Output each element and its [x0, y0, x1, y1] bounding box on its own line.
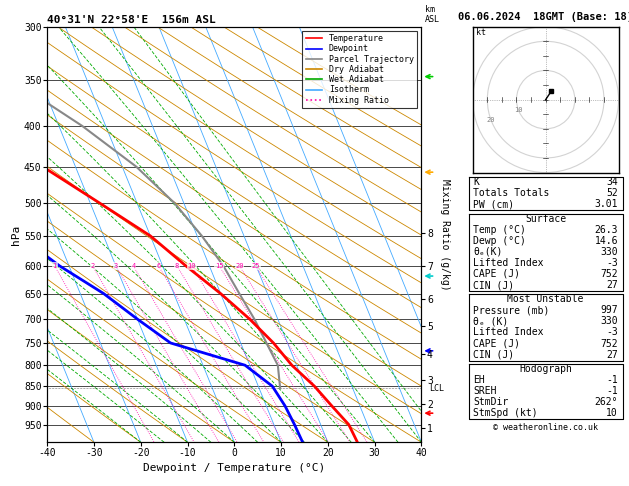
Text: -3: -3 [606, 258, 618, 268]
Text: 6: 6 [157, 263, 160, 269]
Text: CAPE (J): CAPE (J) [473, 339, 520, 348]
Y-axis label: Mixing Ratio (g/kg): Mixing Ratio (g/kg) [440, 179, 450, 290]
Text: 27: 27 [606, 280, 618, 290]
Text: 752: 752 [601, 269, 618, 279]
Text: -1: -1 [606, 375, 618, 385]
Text: Most Unstable: Most Unstable [508, 295, 584, 304]
Text: 997: 997 [601, 305, 618, 315]
Text: 20: 20 [235, 263, 244, 269]
Text: 262°: 262° [594, 397, 618, 407]
Text: LCL: LCL [429, 383, 444, 393]
Text: 25: 25 [252, 263, 260, 269]
Text: SREH: SREH [473, 386, 497, 396]
Legend: Temperature, Dewpoint, Parcel Trajectory, Dry Adiabat, Wet Adiabat, Isotherm, Mi: Temperature, Dewpoint, Parcel Trajectory… [303, 31, 417, 108]
Text: 26.3: 26.3 [594, 225, 618, 235]
Text: 27: 27 [606, 349, 618, 360]
Text: PW (cm): PW (cm) [473, 199, 515, 209]
Text: K: K [473, 177, 479, 188]
Text: θₑ(K): θₑ(K) [473, 247, 503, 257]
Text: Lifted Index: Lifted Index [473, 258, 543, 268]
Text: CIN (J): CIN (J) [473, 349, 515, 360]
Text: 1: 1 [53, 263, 57, 269]
Text: 10: 10 [514, 106, 523, 113]
Text: 330: 330 [601, 247, 618, 257]
Text: StmSpd (kt): StmSpd (kt) [473, 408, 538, 418]
Text: 4: 4 [131, 263, 135, 269]
Text: 752: 752 [601, 339, 618, 348]
Text: 52: 52 [606, 189, 618, 198]
Text: © weatheronline.co.uk: © weatheronline.co.uk [493, 423, 598, 433]
Text: θₑ (K): θₑ (K) [473, 316, 508, 327]
Text: 2: 2 [91, 263, 95, 269]
Text: Totals Totals: Totals Totals [473, 189, 550, 198]
Text: Temp (°C): Temp (°C) [473, 225, 526, 235]
Text: -3: -3 [606, 328, 618, 337]
X-axis label: Dewpoint / Temperature (°C): Dewpoint / Temperature (°C) [143, 463, 325, 473]
Text: Surface: Surface [525, 214, 566, 224]
Text: 330: 330 [601, 316, 618, 327]
Text: 14.6: 14.6 [594, 236, 618, 246]
Text: StmDir: StmDir [473, 397, 508, 407]
Text: 20: 20 [487, 117, 495, 122]
Text: kt: kt [476, 29, 486, 37]
Text: 8: 8 [175, 263, 179, 269]
Y-axis label: hPa: hPa [11, 225, 21, 244]
Text: 06.06.2024  18GMT (Base: 18): 06.06.2024 18GMT (Base: 18) [458, 12, 629, 22]
Text: Lifted Index: Lifted Index [473, 328, 543, 337]
Text: Pressure (mb): Pressure (mb) [473, 305, 550, 315]
Text: 34: 34 [606, 177, 618, 188]
Text: 10: 10 [606, 408, 618, 418]
Text: CAPE (J): CAPE (J) [473, 269, 520, 279]
Text: 40°31'N 22°58'E  156m ASL: 40°31'N 22°58'E 156m ASL [47, 15, 216, 25]
Text: CIN (J): CIN (J) [473, 280, 515, 290]
Text: 3.01: 3.01 [594, 199, 618, 209]
Text: 15: 15 [215, 263, 223, 269]
Text: -1: -1 [606, 386, 618, 396]
Text: EH: EH [473, 375, 485, 385]
Text: Dewp (°C): Dewp (°C) [473, 236, 526, 246]
Text: 10: 10 [187, 263, 196, 269]
Text: 3: 3 [114, 263, 118, 269]
Text: Hodograph: Hodograph [519, 364, 572, 374]
Text: km
ASL: km ASL [425, 5, 440, 24]
